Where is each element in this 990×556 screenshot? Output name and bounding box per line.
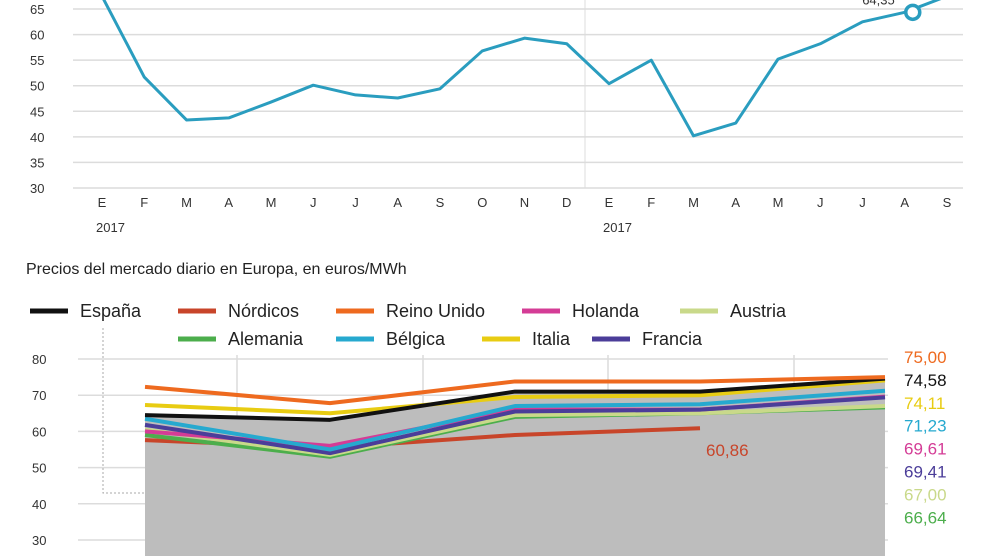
top-line-chart: 30 35 40 45 50 55 60 65 E F M A M J J A S O N D E F M A M J J A S 201…	[30, 0, 963, 235]
end-value-label: 71,23	[904, 417, 947, 436]
x-tick-label: E	[98, 195, 107, 210]
x-tick-label: S	[943, 195, 952, 210]
legend-label: Alemania	[228, 329, 304, 349]
x-tick-label: J	[352, 195, 359, 210]
x-tick-label: F	[140, 195, 148, 210]
legend-label: Holanda	[572, 301, 640, 321]
x-tick-label: N	[520, 195, 529, 210]
x-tick-label: A	[900, 195, 909, 210]
end-value-label: 75,00	[904, 348, 947, 367]
legend-label: Francia	[642, 329, 703, 349]
end-value-label: 60,86	[706, 441, 749, 460]
x-tick-label: M	[266, 195, 277, 210]
bracket-marker	[102, 328, 145, 494]
y-tick-label: 40	[30, 130, 44, 145]
x-tick-label: M	[688, 195, 699, 210]
x-tick-label: M	[773, 195, 784, 210]
shaded-area	[145, 378, 885, 556]
legend-label: Bélgica	[386, 329, 446, 349]
x-tick-label: A	[393, 195, 402, 210]
y-tick-label: 65	[30, 2, 44, 17]
x-tick-label: J	[310, 195, 317, 210]
y-tick-label: 35	[30, 155, 44, 170]
end-value-label: 74,11	[904, 394, 945, 413]
legend-label: España	[80, 301, 142, 321]
y-tick-label: 80	[32, 352, 46, 367]
y-tick-label: 40	[32, 497, 46, 512]
y-tick-label: 60	[32, 424, 46, 439]
x-tick-label: E	[605, 195, 614, 210]
bottom-line-chart: 30 40 50 60 70 80 75,00 74,58 74,11 71,23 69,61 69,…	[32, 328, 947, 556]
series-line	[102, 0, 942, 138]
bottom-chart-title: Precios del mercado diario en Europa, en…	[26, 261, 407, 278]
legend-label: Italia	[532, 329, 571, 349]
end-value-label: 66,64	[904, 508, 947, 527]
x-tick-label: F	[647, 195, 655, 210]
y-tick-label: 70	[32, 388, 46, 403]
end-value-label: 69,41	[904, 463, 947, 482]
end-value-label: 74,58	[904, 371, 947, 390]
x-tick-label: S	[436, 195, 445, 210]
y-tick-label: 50	[32, 461, 46, 476]
year-label: 2017	[96, 220, 125, 235]
y-tick-label: 55	[30, 53, 44, 68]
x-tick-label: J	[859, 195, 866, 210]
y-tick-label: 60	[30, 28, 44, 43]
x-tick-label: J	[817, 195, 824, 210]
legend: España Nórdicos Reino Unido Holanda Austria A…	[30, 301, 787, 349]
x-tick-label: A	[731, 195, 740, 210]
highlight-marker	[904, 3, 922, 22]
end-value-label: 69,61	[904, 440, 947, 459]
x-tick-label: M	[181, 195, 192, 210]
legend-label: Austria	[730, 301, 787, 321]
legend-label: Reino Unido	[386, 301, 485, 321]
legend-label: Nórdicos	[228, 301, 299, 321]
y-tick-label: 30	[32, 533, 46, 548]
x-tick-label: D	[562, 195, 571, 210]
year-label: 2017	[603, 220, 632, 235]
annotation-label: 64,35	[862, 0, 895, 7]
y-tick-label: 45	[30, 104, 44, 119]
x-tick-label: A	[224, 195, 233, 210]
x-tick-label: O	[477, 195, 487, 210]
y-tick-label: 50	[30, 79, 44, 94]
end-value-label: 67,00	[904, 485, 947, 504]
y-tick-label: 30	[30, 181, 44, 196]
